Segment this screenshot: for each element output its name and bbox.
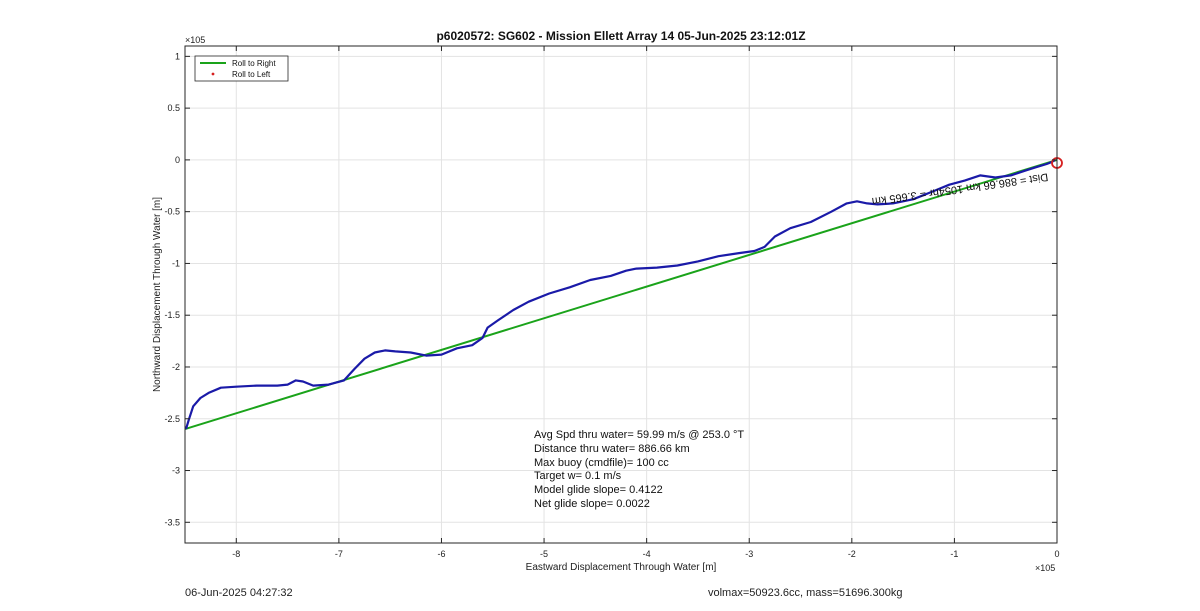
x-tick-label: -5 (540, 549, 548, 559)
y-tick-label: 0.5 (167, 103, 180, 113)
stat-max-buoy: Max buoy (cmdfile)= 100 cc (534, 456, 669, 469)
y-tick-label: -0.5 (164, 207, 180, 217)
grid-lines (185, 46, 1058, 543)
axis-ticks: -8 -7 -6 -5 -4 -3 -2 -1 0 1 0.5 0 -0.5 -1 -1.5 -2 -2.5 -3… (164, 46, 1060, 559)
x-tick-label: -4 (643, 549, 651, 559)
x-tick-label: -2 (848, 549, 856, 559)
x-tick-label: -1 (950, 549, 958, 559)
legend-label: Roll to Right (232, 59, 276, 68)
legend-label: Roll to Left (232, 70, 271, 79)
stat-net-glide: Net glide slope= 0.0022 (534, 497, 650, 510)
y-axis-label: Northward Displacement Through Water [m] (152, 197, 163, 392)
legend: Roll to Right Roll to Left (194, 55, 289, 82)
x-tick-label: -3 (745, 549, 753, 559)
track-annotation: Dist = 886.66 km 1054hr = 3.665 km (871, 170, 1049, 207)
y-tick-label: -1 (172, 258, 180, 268)
stat-target-w: Target w= 0.1 m/s (534, 470, 622, 483)
y-tick-label: -3.5 (164, 517, 180, 527)
x-tick-label: -8 (232, 549, 240, 559)
stat-model-glide: Model glide slope= 0.4122 (534, 484, 663, 497)
stats-block: Avg Spd thru water= 59.99 m/s @ 253.0 °T… (534, 429, 744, 512)
chart-title: p6020572: SG602 - Mission Ellett Array 1… (436, 29, 805, 43)
y-tick-label: -2.5 (164, 414, 180, 424)
x-tick-label: -6 (437, 549, 445, 559)
y-tick-label: -1.5 (164, 310, 180, 320)
y-tick-label: 1 (175, 51, 180, 61)
y-tick-label: -2 (172, 362, 180, 372)
axes-box (184, 45, 1058, 544)
legend-box (194, 55, 289, 82)
y-axis-exponent: ×105 (185, 35, 205, 45)
y-tick-label: -3 (172, 466, 180, 476)
x-tick-label: 0 (1054, 549, 1059, 559)
footer-timestamp: 06-Jun-2025 04:27:32 (185, 587, 293, 599)
series-track (184, 158, 1056, 430)
stat-avg-speed: Avg Spd thru water= 59.99 m/s @ 253.0 °T (534, 429, 745, 441)
x-axis-label: Eastward Displacement Through Water [m] (526, 562, 717, 573)
x-axis-exponent: ×105 (1035, 563, 1055, 573)
y-tick-label: 0 (175, 155, 180, 165)
legend-marker-swatch (211, 72, 215, 76)
stat-distance: Distance thru water= 886.66 km (534, 442, 690, 455)
footer-volmax-mass: volmax=50923.6cc, mass=51696.300kg (708, 587, 903, 599)
x-tick-label: -7 (335, 549, 343, 559)
